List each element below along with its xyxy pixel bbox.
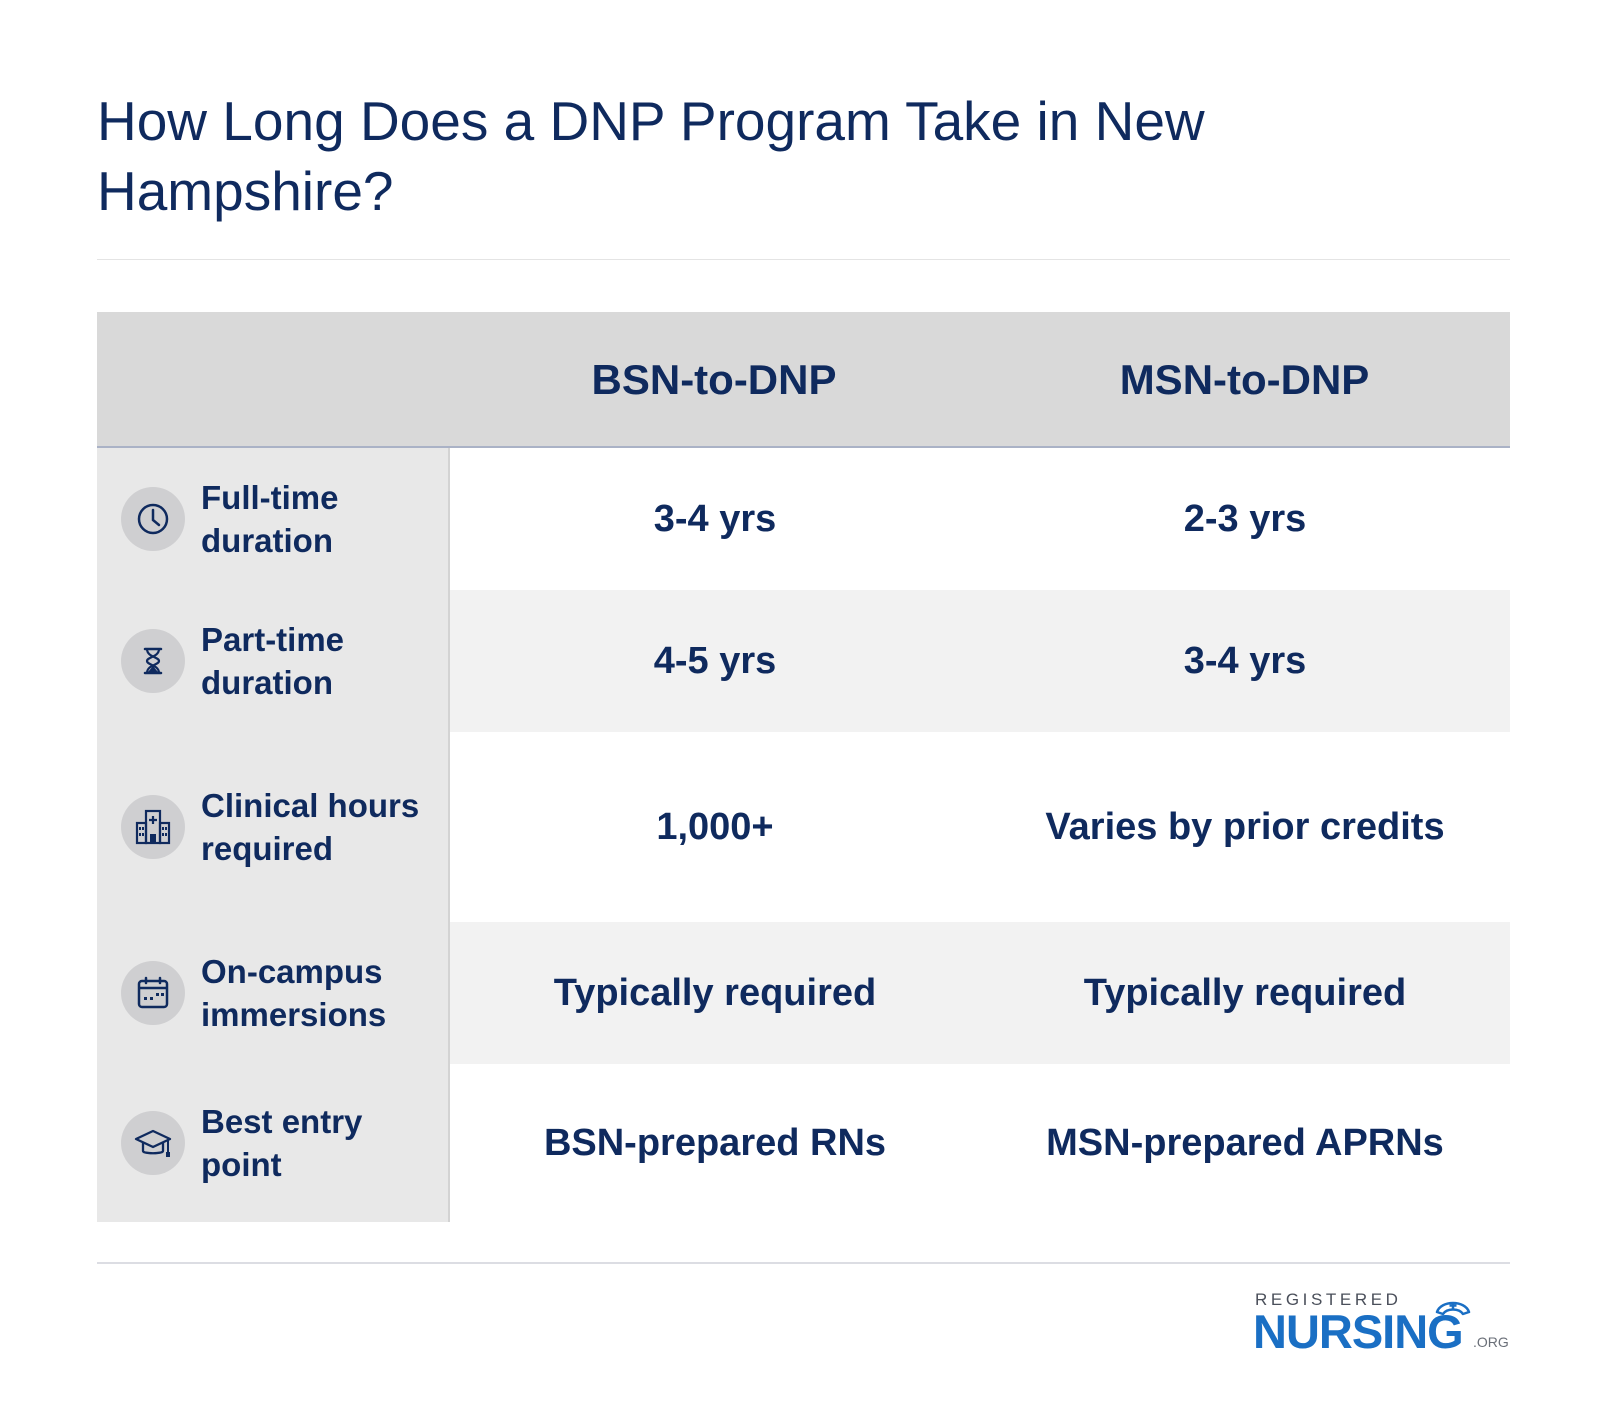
row-label-cell: On-campus immersions: [97, 922, 449, 1064]
row-label-cell: Clinical hours required: [97, 732, 449, 922]
row-label: Full-time duration: [201, 479, 339, 559]
table-row: Part-time duration 4-5 yrs 3-4 yrs: [97, 590, 1510, 732]
table-row: Clinical hours required 1,000+ Varies by…: [97, 732, 1510, 922]
bsn-cell: Typically required: [450, 922, 980, 1064]
bsn-cell: 4-5 yrs: [450, 590, 980, 732]
bsn-cell: 3-4 yrs: [653, 498, 777, 540]
comparison-table: BSN-to-DNP MSN-to-DNP Full-time duration…: [97, 312, 1510, 1222]
top-divider: [97, 259, 1510, 260]
bsn-cell: BSN-prepared RNs: [543, 1122, 887, 1164]
hourglass-icon: [121, 629, 185, 693]
row-label: Part-time duration: [201, 621, 345, 701]
calendar-icon: [121, 961, 185, 1025]
graduation-cap-icon: [121, 1111, 185, 1175]
logo-top-text: REGISTERED: [1255, 1290, 1402, 1309]
table-header: BSN-to-DNP MSN-to-DNP: [97, 312, 1510, 448]
header-msn-to-dnp: MSN-to-DNP: [1119, 356, 1370, 403]
registered-nursing-logo: REGISTERED NURSING .ORG: [1253, 1290, 1513, 1358]
msn-cell: Typically required: [980, 922, 1510, 1064]
page-title: How Long Does a DNP Program Take in New …: [97, 90, 1205, 222]
bsn-cell: 1,000+: [656, 806, 774, 848]
nurse-cap-icon: [1435, 1301, 1471, 1316]
row-label-cell: Best entry point: [97, 1064, 449, 1222]
row-label: Best entry point: [201, 1103, 363, 1183]
logo-suffix-text: .ORG: [1473, 1334, 1509, 1350]
hospital-icon: [121, 795, 185, 859]
msn-cell: Varies by prior credits: [1045, 806, 1445, 848]
clock-icon: [121, 487, 185, 551]
row-label: On-campus immersions: [201, 953, 387, 1033]
table-row: Best entry point BSN-prepared RNs MSN-pr…: [97, 1064, 1510, 1222]
logo-main-text: NURSING: [1253, 1305, 1464, 1358]
row-label-cell: Part-time duration: [97, 590, 449, 732]
msn-cell: 3-4 yrs: [980, 590, 1510, 732]
row-label-cell: Full-time duration: [97, 448, 449, 590]
table-row: Full-time duration 3-4 yrs 2-3 yrs: [97, 448, 1510, 590]
row-label: Clinical hours required: [201, 787, 420, 867]
bottom-divider: [97, 1262, 1510, 1264]
msn-cell: MSN-prepared APRNs: [1046, 1122, 1444, 1164]
msn-cell: 2-3 yrs: [1183, 498, 1307, 540]
header-bsn-to-dnp: BSN-to-DNP: [591, 356, 837, 403]
table-row: On-campus immersions Typically required …: [97, 922, 1510, 1064]
